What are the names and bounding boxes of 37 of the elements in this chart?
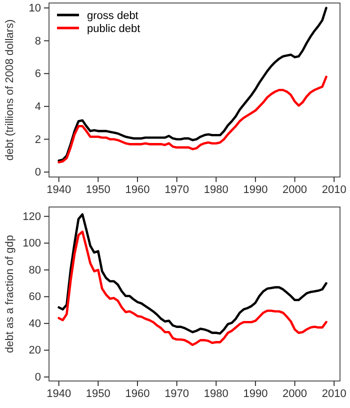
y-tick-label: 6 bbox=[34, 68, 41, 80]
x-tick-label: 2010 bbox=[322, 388, 346, 400]
y-axis-title: debt (trillions of 2008 dollars) bbox=[4, 19, 16, 161]
line-series bbox=[58, 230, 328, 346]
line-series bbox=[58, 76, 328, 164]
y-tick-label: 60 bbox=[28, 291, 41, 304]
x-tick-label: 1980 bbox=[204, 184, 228, 196]
x-tick-label: 1980 bbox=[204, 388, 228, 400]
y-tick-label: 10 bbox=[28, 2, 41, 14]
x-tick-label: 1960 bbox=[125, 184, 150, 196]
y-tick-label: 20 bbox=[28, 344, 41, 357]
y-tick-label: 120 bbox=[22, 210, 41, 223]
x-tick-label: 1960 bbox=[125, 388, 150, 400]
y-tick-label: 0 bbox=[34, 166, 41, 179]
y-tick-label: 8 bbox=[34, 35, 41, 48]
y-tick-label: 0 bbox=[34, 372, 41, 384]
line-series bbox=[58, 6, 328, 162]
y-tick-label: 2 bbox=[34, 134, 41, 146]
x-tick-label: 1940 bbox=[46, 184, 72, 196]
legend-label: public debt bbox=[87, 23, 140, 35]
x-tick-label: 1990 bbox=[243, 184, 268, 196]
x-tick-label: 2010 bbox=[322, 184, 346, 196]
y-tick-label: 100 bbox=[22, 238, 41, 250]
y-tick-label: 80 bbox=[28, 264, 41, 276]
line-series bbox=[58, 213, 328, 335]
x-tick-label: 1950 bbox=[86, 388, 110, 400]
legend-label: gross debt bbox=[87, 10, 138, 22]
x-tick-label: 1970 bbox=[164, 388, 190, 400]
x-tick-label: 2000 bbox=[282, 388, 308, 400]
y-axis-title: debt as a fraction of gdp bbox=[4, 234, 16, 354]
x-tick-label: 1950 bbox=[86, 184, 110, 196]
x-tick-label: 2000 bbox=[282, 184, 308, 196]
y-tick-label: 4 bbox=[34, 100, 41, 113]
x-tick-label: 1990 bbox=[243, 388, 268, 400]
x-tick-label: 1970 bbox=[164, 184, 190, 196]
y-tick-label: 40 bbox=[28, 318, 41, 330]
x-tick-label: 1940 bbox=[46, 388, 72, 400]
